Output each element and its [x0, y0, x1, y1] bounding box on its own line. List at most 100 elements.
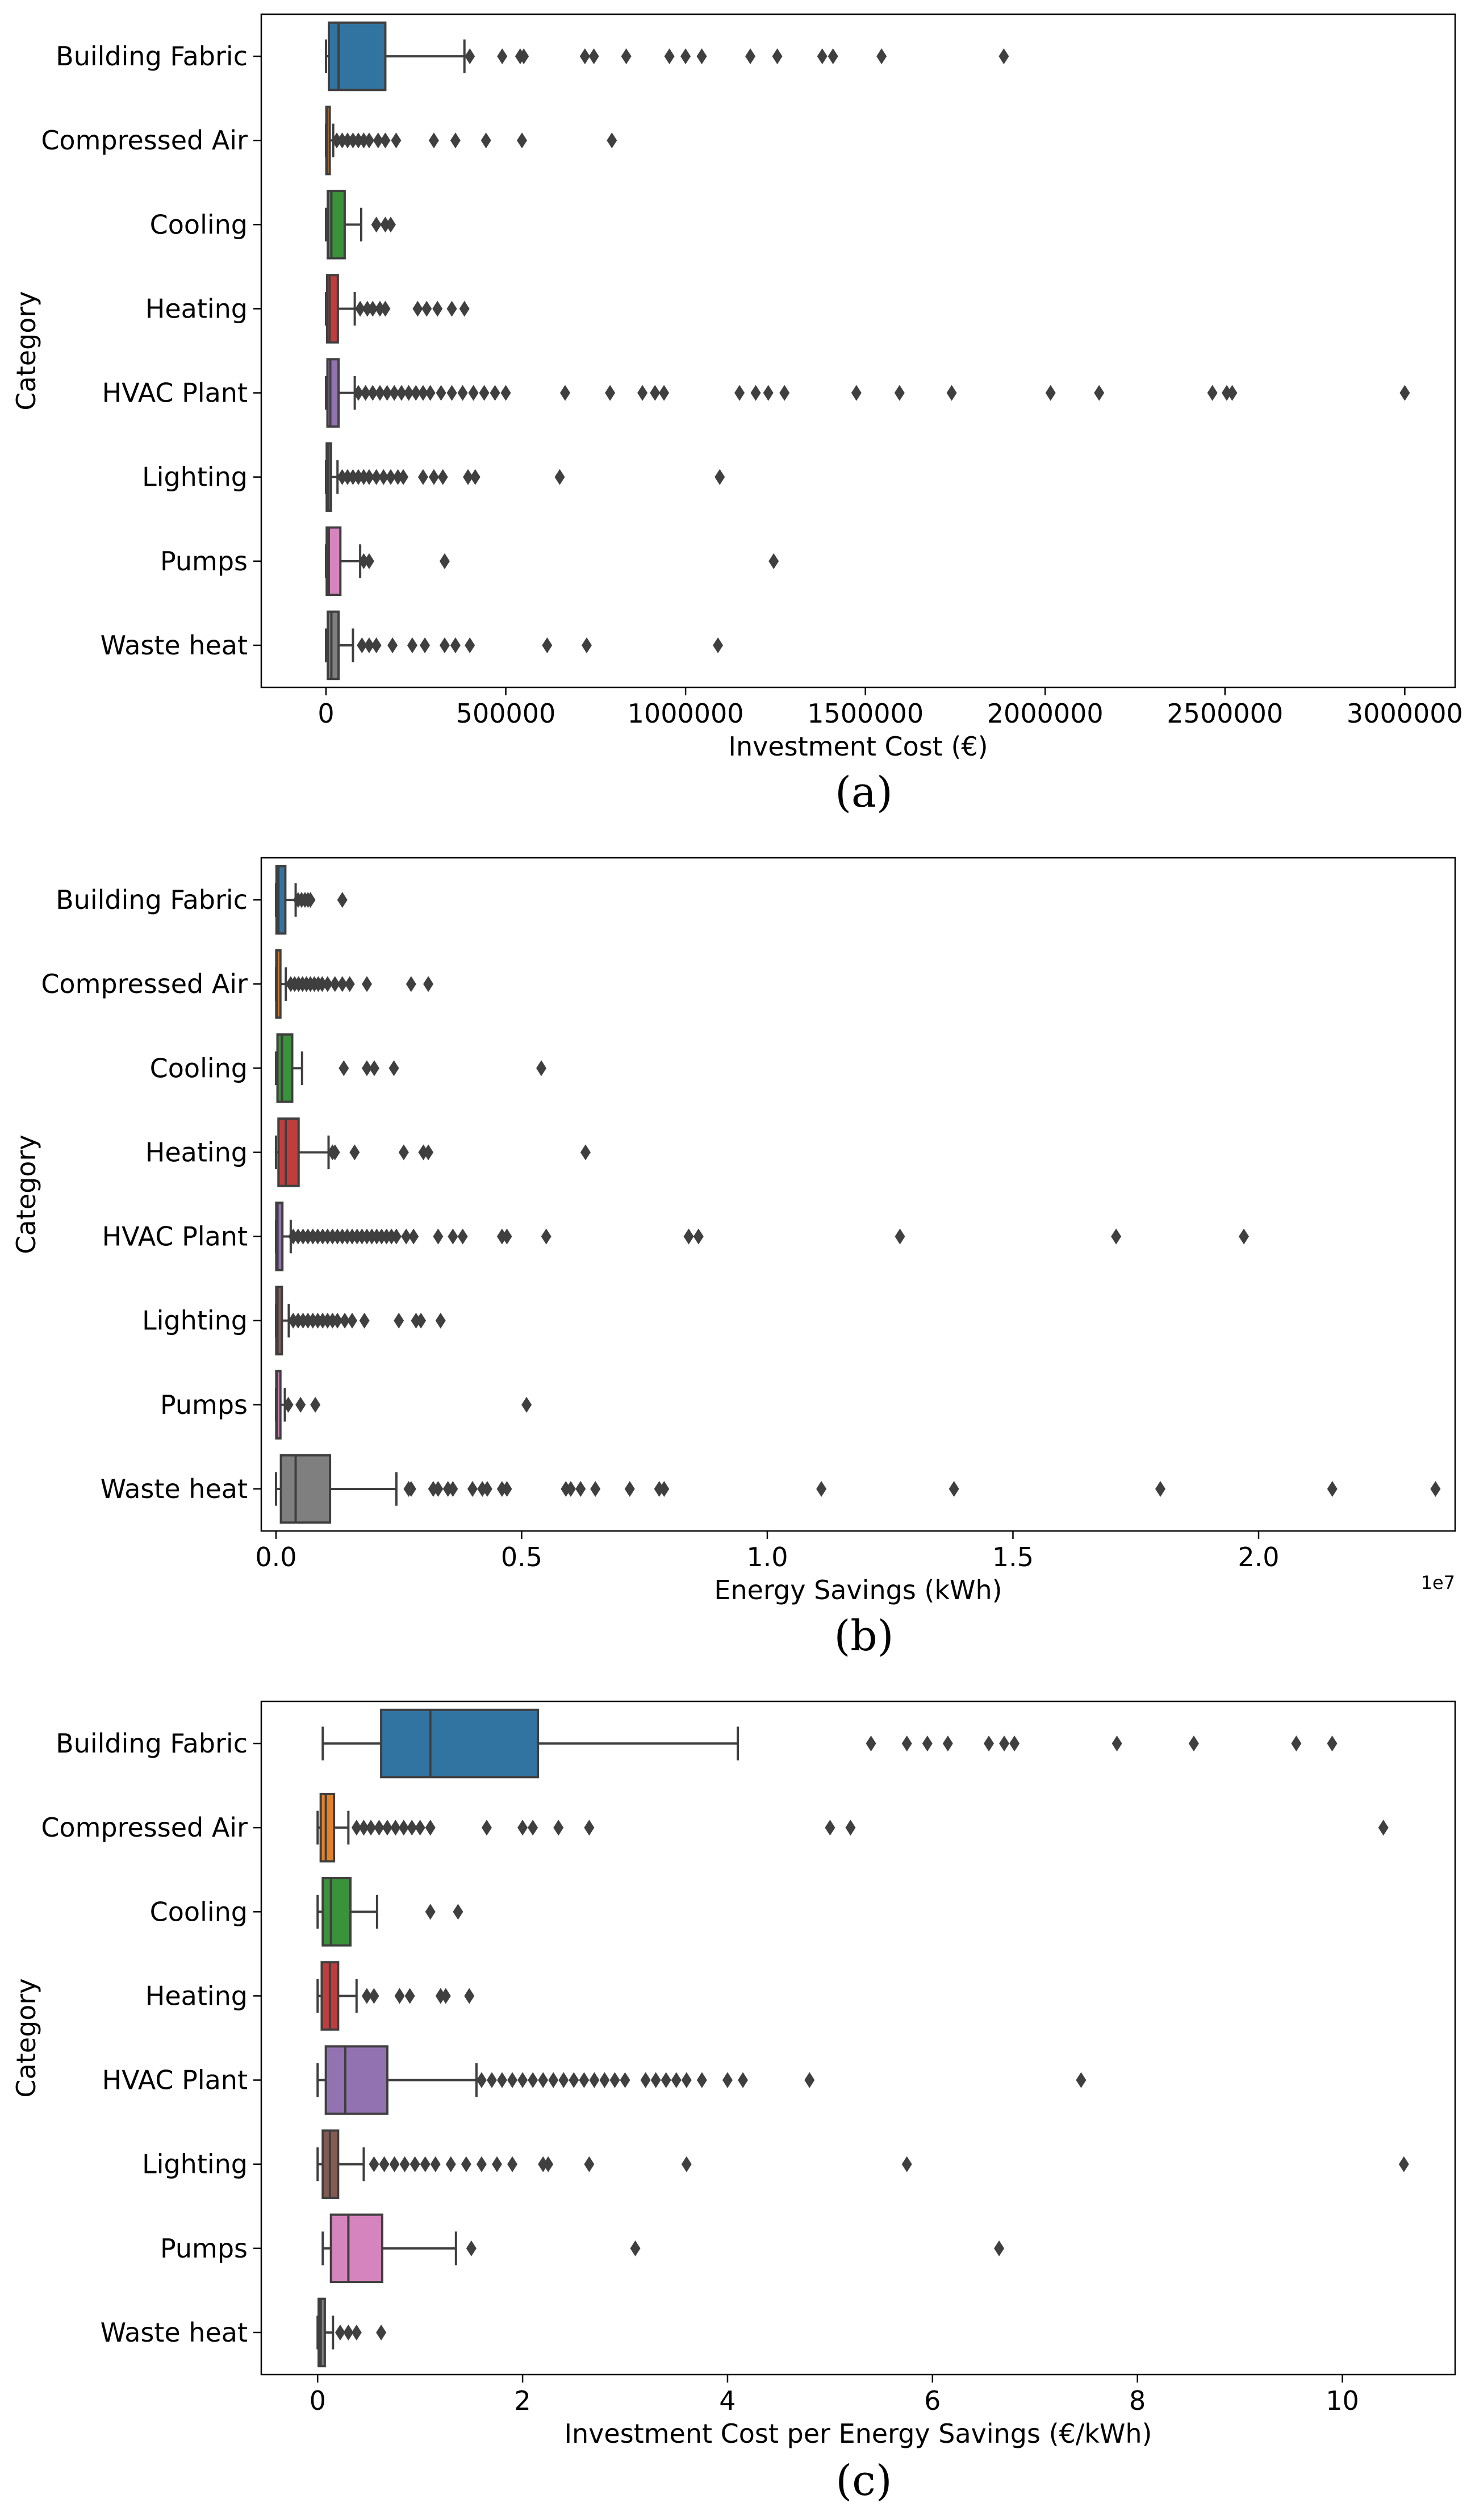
outlier-point — [403, 385, 414, 401]
x-tick-label: 1.5 — [992, 1542, 1034, 1572]
outlier-point — [998, 48, 1009, 65]
box-lighting: Lighting — [142, 442, 725, 512]
box-waste-heat: Waste heat — [101, 1454, 1441, 1524]
outlier-point — [406, 1480, 416, 1497]
outlier-point — [559, 385, 570, 401]
outlier-point — [942, 1735, 953, 1752]
iqr-box — [277, 1117, 300, 1187]
category-label: Compressed Air — [41, 969, 248, 999]
outlier-point — [558, 2072, 569, 2088]
outlier-point — [371, 216, 382, 233]
outlier-point — [517, 132, 528, 149]
outlier-point — [538, 2072, 549, 2088]
outlier-point — [763, 385, 774, 401]
outlier-point — [1094, 385, 1105, 401]
outlier-point — [1239, 1228, 1250, 1245]
outlier-point — [355, 301, 366, 317]
y-axis-title: Category — [11, 1134, 41, 1254]
outlier-point — [360, 385, 371, 401]
outlier-point — [389, 385, 400, 401]
category-label: Compressed Air — [41, 1812, 248, 1843]
outlier-point — [407, 637, 417, 653]
outlier-point — [946, 385, 957, 401]
outlier-point — [450, 637, 461, 653]
box-heating: Heating — [145, 274, 470, 344]
outlier-point — [331, 132, 342, 149]
outlier-point — [502, 1480, 512, 1497]
outlier-point — [804, 2072, 815, 2088]
outlier-point — [1399, 385, 1410, 401]
outlier-point — [696, 48, 707, 65]
outlier-point — [387, 637, 398, 653]
x-tick-label: 0 — [310, 2385, 326, 2416]
outlier-point — [999, 1735, 1010, 1752]
x-tick-label: 2500000 — [1167, 698, 1283, 729]
outlier-point — [367, 385, 378, 401]
outlier-point — [772, 48, 783, 65]
outlier-point — [363, 132, 374, 149]
x-tick-label: 1000000 — [628, 698, 744, 729]
outlier-point — [714, 469, 725, 485]
outlier-point — [351, 1820, 362, 1836]
outlier-point — [380, 216, 391, 233]
outlier-point — [1327, 1735, 1338, 1752]
outlier-point — [366, 1820, 377, 1836]
panel-b: 0.0 0.5 1.0 1.5 2.0 1e7 Energy Savings (kWh) Ca… — [11, 857, 1456, 1660]
category-label: Pumps — [160, 1390, 248, 1420]
box-hvac-plant: HVAC Plant — [102, 358, 1410, 428]
outlier-point — [376, 2324, 387, 2340]
outlier-point — [650, 2072, 661, 2088]
outlier-point — [507, 2156, 518, 2172]
outlier-point — [428, 132, 439, 149]
panel-label: (c) — [835, 2456, 892, 2505]
outlier-point — [713, 637, 724, 653]
box-building-fabric: Building Fabric — [56, 1708, 1338, 1779]
outlier-point — [481, 1820, 492, 1836]
outlier-point — [358, 553, 369, 569]
outlier-point — [374, 1820, 385, 1836]
outlier-point — [1327, 1480, 1338, 1497]
outlier-point — [404, 1988, 415, 2004]
category-label: Building Fabric — [56, 884, 248, 915]
outlier-point — [548, 2072, 559, 2088]
outlier-point — [436, 385, 446, 401]
outlier-point — [371, 637, 382, 653]
outlier-point — [750, 385, 761, 401]
outlier-point — [671, 2072, 682, 2088]
outlier-point — [385, 216, 396, 233]
outlier-point — [1076, 2072, 1087, 2088]
outlier-point — [1112, 1735, 1122, 1752]
outlier-point — [507, 2072, 518, 2088]
outlier-point — [388, 1060, 399, 1077]
x-axis-title: Investment Cost (€) — [728, 731, 988, 762]
outlier-point — [745, 48, 756, 65]
outlier-point — [696, 2072, 707, 2088]
x-tick-label: 1500000 — [807, 698, 924, 729]
plot-frame — [260, 13, 1456, 689]
outlier-point — [538, 2156, 549, 2172]
outlier-point — [519, 48, 529, 65]
outlier-point — [517, 1820, 528, 1836]
outlier-point — [417, 469, 428, 485]
category-label: Lighting — [142, 462, 248, 493]
outlier-point — [339, 1060, 349, 1077]
outlier-point — [490, 385, 500, 401]
box-lighting: Lighting — [142, 1286, 446, 1355]
y-axis-title: Category — [11, 1978, 41, 2097]
outlier-point — [337, 132, 348, 149]
outlier-point — [374, 385, 385, 401]
x-tick-label: 3000000 — [1347, 698, 1463, 729]
outlier-point — [450, 132, 461, 149]
outlier-point — [588, 48, 599, 65]
outlier-point — [295, 1396, 306, 1413]
outlier-point — [470, 469, 480, 485]
outlier-point — [845, 1820, 856, 1836]
outlier-point — [466, 2240, 477, 2256]
outlier-point — [630, 2240, 641, 2256]
box-compressed-air: Compressed Air — [41, 1792, 1389, 1863]
outlier-point — [459, 301, 470, 317]
outlier-point — [369, 1060, 379, 1077]
outlier-point — [305, 892, 316, 908]
outlier-point — [353, 385, 363, 401]
